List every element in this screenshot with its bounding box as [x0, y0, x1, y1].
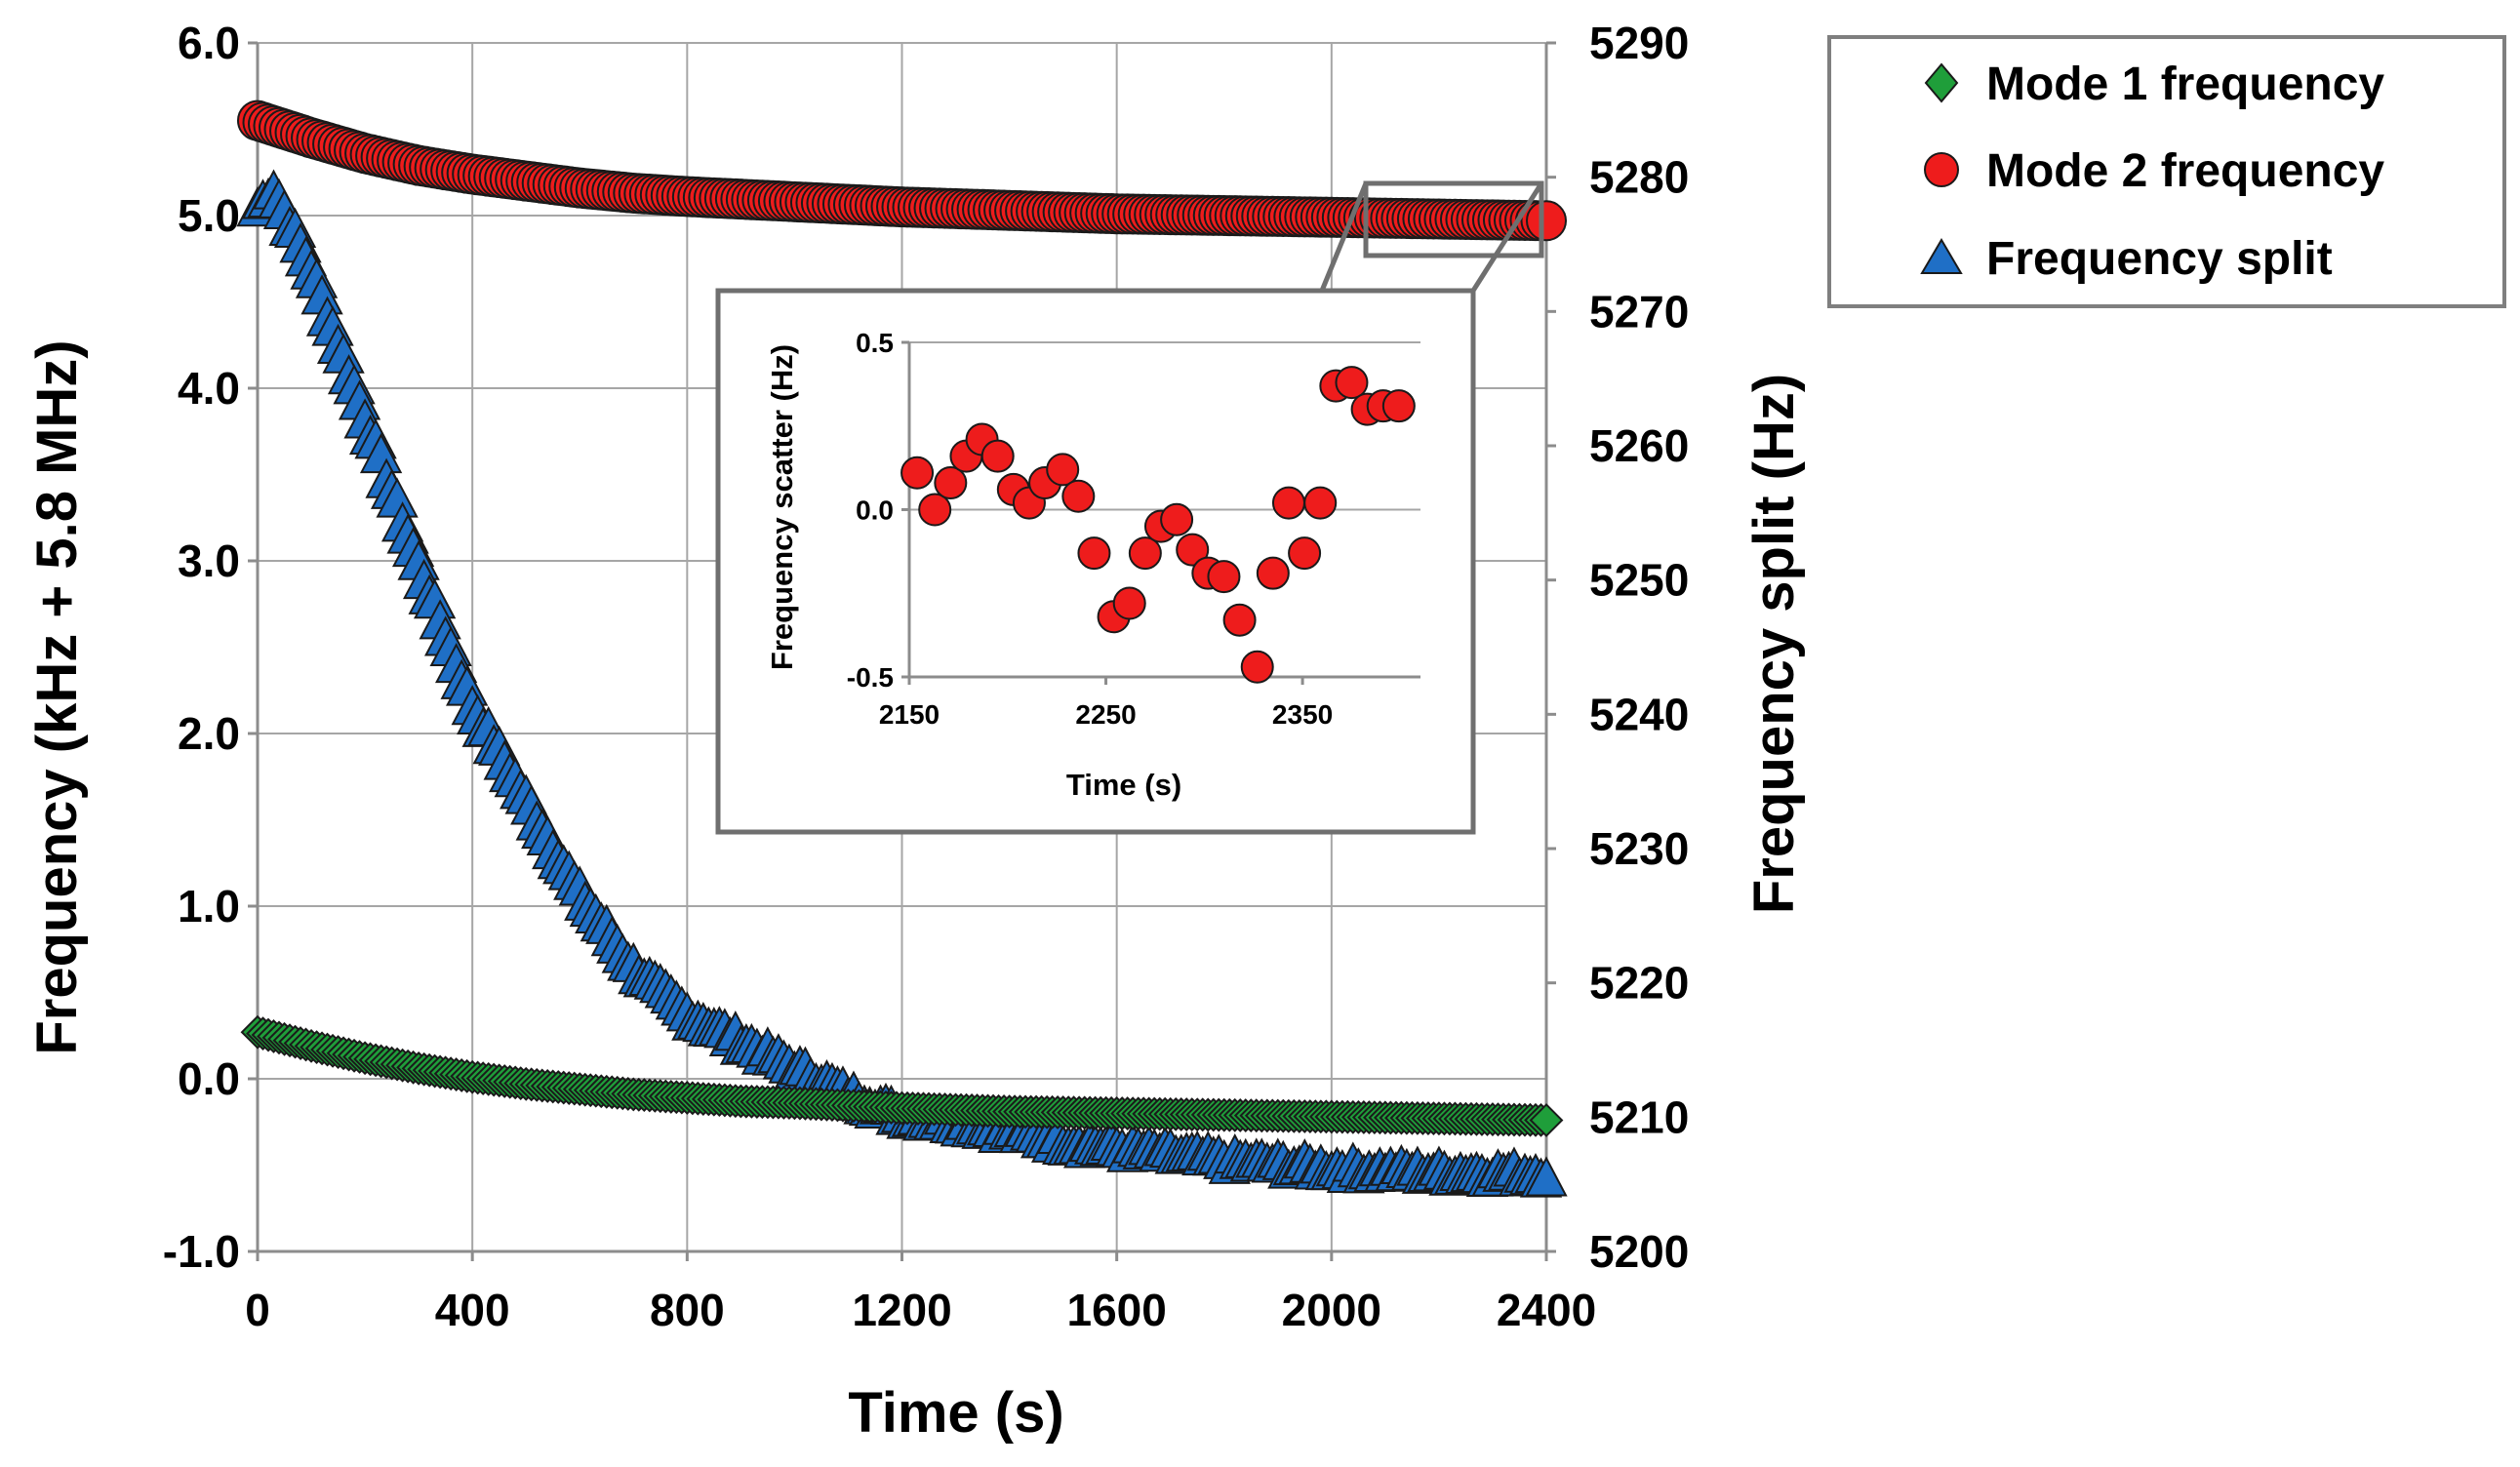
right-y-axis-title: Frequency split (Hz)	[1742, 374, 1806, 914]
right-y-tick-label: 5290	[1589, 18, 1689, 68]
right-y-tick-label: 5250	[1589, 555, 1689, 606]
inset-scatter-series	[900, 366, 1416, 684]
data-point	[1222, 603, 1257, 637]
right-y-tick-labels: 5200 5210 5220 5230 5240 5250 5260 5270 5280 5290	[1589, 18, 1689, 1277]
data-point	[1112, 586, 1146, 620]
left-y-axis-title: Frequency (kHz + 5.8 MHz)	[25, 339, 89, 1054]
data-point	[1529, 1103, 1564, 1137]
right-y-tick-label: 5200	[1589, 1226, 1689, 1277]
main-axes	[248, 41, 1556, 1261]
mode1-frequency-series	[240, 1014, 1564, 1137]
left-y-tick-label: 4.0	[178, 363, 240, 414]
x-tick-label: 0	[245, 1285, 270, 1335]
right-y-tick-label: 5210	[1589, 1091, 1689, 1142]
data-point	[918, 493, 952, 527]
inset-chart: -0.5 0.0 0.5 2150 2250 2350 Time (s) Frequen…	[715, 288, 1476, 835]
inset-x-tick-label: 2350	[1272, 699, 1333, 730]
inset-y-axis-title: Frequency scatter (Hz)	[765, 344, 799, 670]
x-tick-label: 400	[435, 1285, 510, 1335]
left-y-tick-label: 3.0	[178, 535, 240, 586]
x-tick-labels: 0 400 800 1200 1600 2000 2400	[245, 1285, 1596, 1335]
data-point	[1381, 389, 1416, 423]
right-y-tick-label: 5270	[1589, 286, 1689, 337]
zoom-box	[1363, 180, 1544, 258]
x-tick-label: 1600	[1066, 1285, 1166, 1335]
zoom-indicator	[1319, 180, 1544, 293]
data-point	[1046, 453, 1080, 487]
circle-icon	[1924, 152, 1959, 187]
x-tick-label: 2000	[1282, 1285, 1381, 1335]
data-point	[1160, 502, 1194, 536]
inset-x-tick-labels: 2150 2250 2350	[879, 699, 1333, 730]
data-point	[1176, 533, 1210, 567]
right-y-tick-label: 5260	[1589, 420, 1689, 471]
data-point	[1061, 479, 1096, 513]
legend-label-split: Frequency split	[1986, 233, 2333, 285]
legend-label-mode1: Mode 1 frequency	[1986, 59, 2384, 110]
left-y-tick-labels: -1.0 0.0 1.0 2.0 3.0 4.0 5.0 6.0	[163, 18, 240, 1277]
data-point	[1256, 556, 1290, 590]
right-y-tick-label: 5240	[1589, 689, 1689, 739]
x-tick-label: 1200	[852, 1285, 951, 1335]
left-y-tick-label: 5.0	[178, 190, 240, 241]
inset-y-tick-labels: -0.5 0.0 0.5	[847, 328, 894, 693]
zoom-connector-right	[1470, 181, 1544, 293]
legend-item-mode2: Mode 2 frequency	[1924, 145, 2384, 197]
mode2-frequency-series	[237, 99, 1567, 242]
left-y-tick-label: 6.0	[178, 18, 240, 68]
inset-y-tick-label: 0.5	[856, 328, 894, 358]
data-point	[1077, 536, 1111, 571]
data-point	[934, 466, 968, 500]
data-point	[1525, 1156, 1568, 1197]
data-point	[1128, 536, 1162, 571]
legend-item-split: Frequency split	[1920, 233, 2333, 285]
x-tick-label: 800	[650, 1285, 725, 1335]
data-point	[1207, 560, 1241, 594]
left-y-tick-label: 1.0	[178, 881, 240, 932]
inset-x-axis-title: Time (s)	[1066, 768, 1181, 802]
inset-x-tick-label: 2150	[879, 699, 940, 730]
right-y-tick-label: 5230	[1589, 823, 1689, 874]
right-y-tick-label: 5280	[1589, 152, 1689, 203]
data-point	[1240, 650, 1274, 684]
legend: Mode 1 frequency Mode 2 frequency Freque…	[1827, 35, 2506, 308]
left-y-tick-label: 2.0	[178, 708, 240, 759]
x-tick-label: 2400	[1497, 1285, 1596, 1335]
frequency-split-series	[236, 169, 1568, 1198]
zoom-connector-left	[1319, 182, 1369, 292]
data-point	[900, 456, 935, 490]
inset-y-tick-label: -0.5	[847, 662, 894, 693]
data-point	[1303, 486, 1338, 520]
diamond-icon	[1924, 62, 1959, 103]
left-y-tick-label: 0.0	[178, 1053, 240, 1104]
main-plot: -1.00.01.02.03.04.05.06.0 52005210522052…	[25, 18, 1806, 1445]
inset-axes	[901, 340, 1420, 685]
legend-label-mode2: Mode 2 frequency	[1986, 145, 2384, 197]
legend-item-mode1: Mode 1 frequency	[1924, 59, 2384, 110]
x-axis-title: Time (s)	[848, 1381, 1063, 1445]
triangle-icon	[1920, 238, 1963, 274]
data-point	[1526, 200, 1567, 242]
right-y-tick-label: 5220	[1589, 958, 1689, 1009]
data-point	[980, 439, 1015, 473]
data-point	[1335, 366, 1369, 400]
left-y-tick-label: -1.0	[163, 1226, 240, 1277]
data-point	[1288, 536, 1322, 571]
inset-y-tick-label: 0.0	[856, 496, 894, 526]
inset-x-tick-label: 2250	[1075, 699, 1136, 730]
data-point	[1271, 486, 1305, 520]
